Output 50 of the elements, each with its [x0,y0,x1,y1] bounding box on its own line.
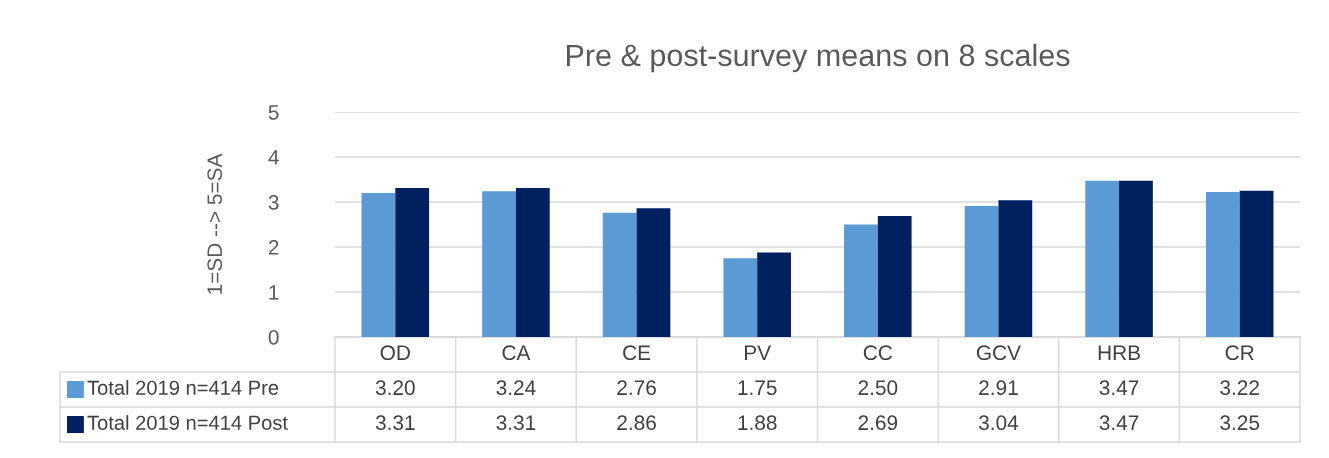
data-label: 2.91 [979,380,1018,396]
x-tick-label: GCV [976,345,1021,361]
x-tick-label: CE [623,345,651,361]
data-label: 3.25 [1220,415,1260,431]
bar [515,188,550,337]
data-label: 3.20 [375,380,415,396]
x-tick-label: PV [745,345,771,360]
bar [602,212,637,337]
x-tick-label: OD [380,345,410,361]
y-axis-title: 1=SD --> 5=SA [207,153,223,294]
bar [998,200,1033,337]
bar [1119,180,1153,337]
data-label: 3.47 [1099,415,1139,431]
data-label: 3.24 [496,380,536,396]
y-tick-label: 1 [269,285,279,300]
data-label: 2.86 [617,415,656,431]
bar [877,215,912,337]
bar [1239,190,1274,337]
bar [1085,180,1120,337]
bar [395,188,430,337]
legend-label: Total 2019 n=414 Post [87,415,288,430]
data-label: 3.22 [1220,380,1259,396]
y-tick-label: 2 [268,240,279,255]
bar [482,191,516,337]
y-tick-label: 5 [268,105,279,120]
data-label: 3.04 [978,415,1019,431]
bar [844,224,878,337]
x-tick-label: CR [1225,345,1254,361]
data-label: 3.47 [1099,380,1139,396]
legend-label: Total 2019 n=414 Pre [87,380,279,395]
data-label: 3.31 [496,415,536,431]
bar [1205,192,1240,337]
y-tick-label: 4 [268,150,279,165]
y-tick-label: 3 [268,195,279,210]
x-tick-label: CA [502,345,531,361]
bar [723,258,758,337]
data-label: 2.69 [858,415,898,431]
bar [964,206,999,337]
bar [361,193,396,337]
data-label: 1.75 [738,380,777,396]
chart-title: Pre & post-survey means on 8 scales [566,43,1070,73]
x-tick-label: CC [863,345,893,361]
bar [757,252,791,337]
data-label: 2.50 [858,380,898,396]
y-tick-label: 0 [268,330,279,345]
data-label: 1.88 [738,415,777,431]
bar [636,208,671,337]
data-label: 3.31 [375,415,415,431]
x-tick-label: HRB [1098,345,1140,360]
data-label: 2.76 [617,380,656,396]
